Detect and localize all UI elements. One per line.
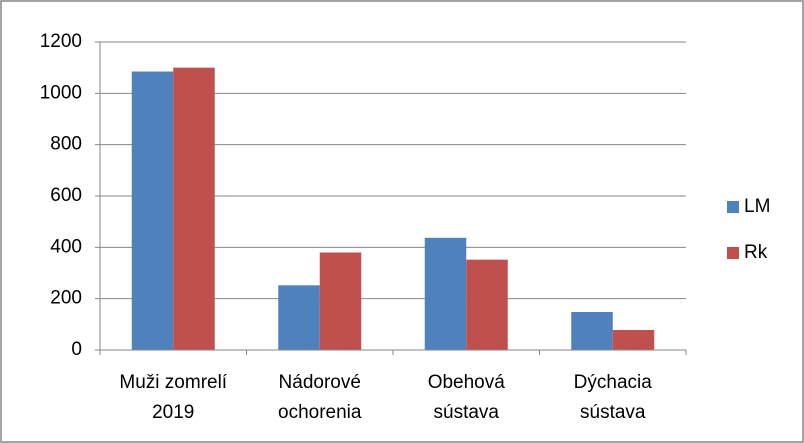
y-tick-label: 1000 xyxy=(40,82,82,103)
bar xyxy=(173,67,215,351)
legend-label: LM xyxy=(744,196,770,217)
bar xyxy=(612,329,655,350)
bar xyxy=(466,259,508,350)
bar xyxy=(319,252,362,350)
bar xyxy=(278,285,320,350)
legend-swatch xyxy=(727,201,739,213)
y-tick-label: 1200 xyxy=(40,31,82,52)
y-tick-label: 400 xyxy=(50,236,82,257)
legend-label: Rk xyxy=(744,242,768,263)
y-tick-label: 0 xyxy=(71,339,82,360)
bar xyxy=(571,312,613,350)
legend-swatch xyxy=(727,247,739,259)
x-tick-label: Dýchacia sústava xyxy=(574,372,653,423)
y-tick-label: 200 xyxy=(50,288,82,309)
x-tick-label: Nádorové ochorenia xyxy=(278,372,362,423)
bar xyxy=(424,237,467,350)
y-tick-label: 800 xyxy=(50,134,82,155)
bar xyxy=(131,71,174,351)
x-tick-label: Obehová sústava xyxy=(428,372,506,423)
y-tick-label: 600 xyxy=(50,185,82,206)
x-tick-label: Muži zomrelí 2019 xyxy=(119,372,227,423)
